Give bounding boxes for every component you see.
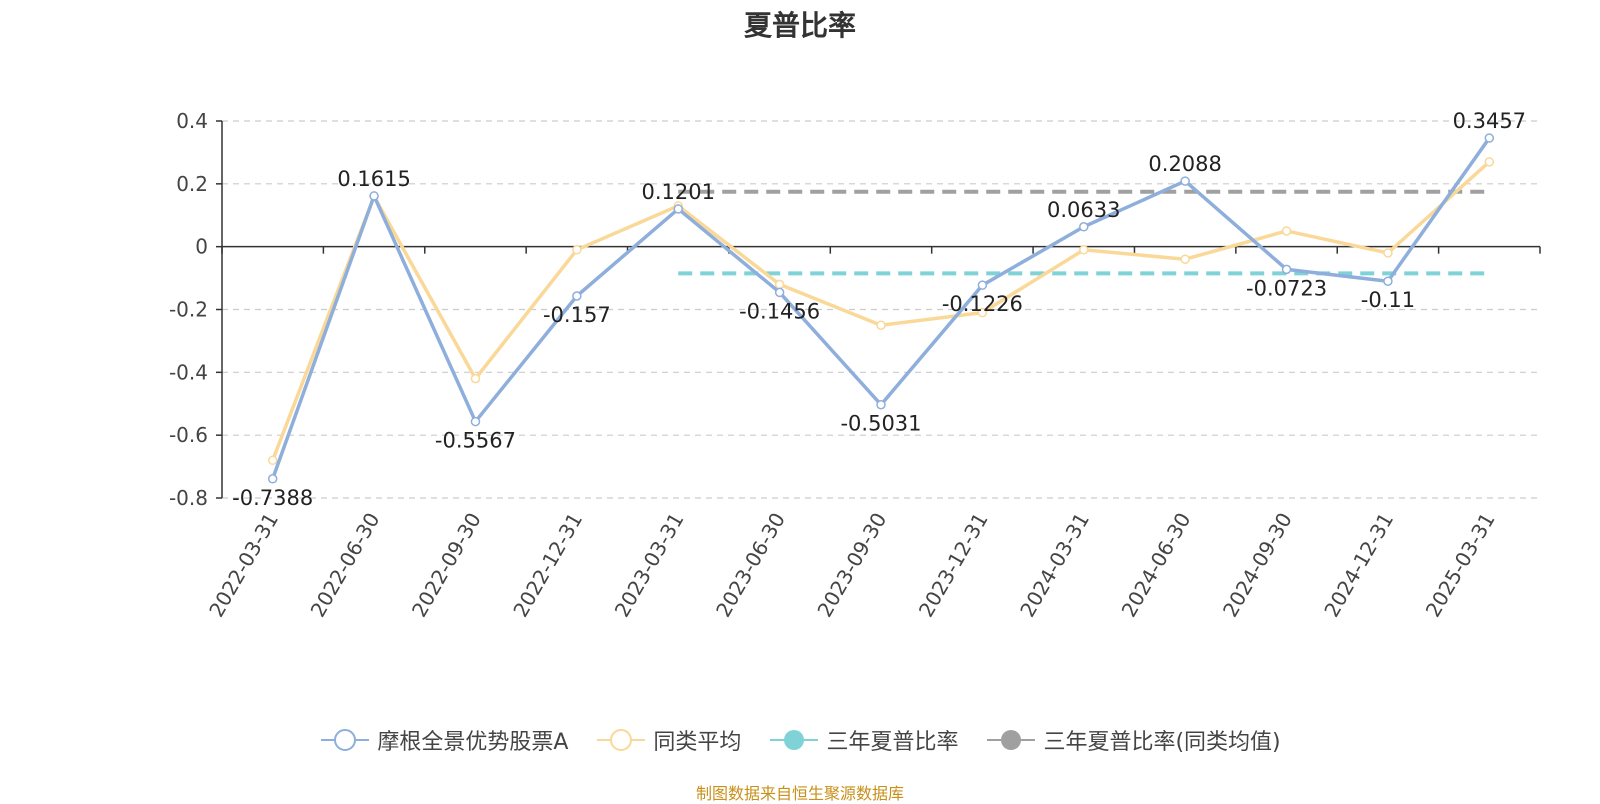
x-tick-label: 2022-12-31 bbox=[508, 509, 587, 622]
legend-label-category-avg: 同类平均 bbox=[653, 730, 742, 755]
x-tick-label: 2024-03-31 bbox=[1015, 509, 1094, 622]
x-tick-label: 2022-06-30 bbox=[306, 509, 385, 622]
data-point-category-avg bbox=[977, 307, 988, 318]
data-point-fund bbox=[470, 416, 481, 427]
y-tick-label: -0.2 bbox=[169, 298, 208, 322]
data-point-category-avg bbox=[572, 245, 582, 255]
legend-label-3y-sharpe: 三年夏普比率 bbox=[826, 730, 959, 755]
data-point-fund bbox=[673, 204, 683, 214]
data-point-category-avg bbox=[1281, 226, 1292, 236]
x-tick-label: 2023-09-30 bbox=[812, 509, 891, 622]
y-tick-label: 0.2 bbox=[176, 172, 208, 196]
data-label-fund: -0.1226 bbox=[942, 292, 1023, 316]
y-tick-label: 0 bbox=[195, 235, 208, 259]
data-label-fund: -0.1456 bbox=[739, 299, 820, 323]
x-tick-label: 2024-09-30 bbox=[1218, 509, 1297, 622]
legend-marker-3y-sharpe-avg bbox=[987, 730, 1036, 750]
data-point-fund bbox=[774, 287, 785, 298]
data-point-fund bbox=[1079, 222, 1089, 232]
legend-marker-category-avg bbox=[597, 729, 646, 751]
x-tick-label: 2022-09-30 bbox=[407, 509, 486, 622]
data-point-category-avg bbox=[774, 279, 785, 290]
legend-item-fund[interactable]: 摩根全景优势股票A bbox=[319, 724, 568, 756]
data-point-fund bbox=[977, 280, 988, 290]
legend-label-3y-sharpe-avg: 三年夏普比率(同类均值) bbox=[1043, 730, 1281, 755]
data-point-category-avg bbox=[267, 455, 278, 466]
legend-marker-3y-sharpe bbox=[770, 730, 819, 750]
y-tick-label: 0.4 bbox=[176, 109, 208, 133]
data-point-fund bbox=[369, 191, 379, 201]
legend-item-3y-sharpe[interactable]: 三年夏普比率 bbox=[768, 724, 958, 756]
data-label-fund: 0.3457 bbox=[1453, 109, 1526, 133]
y-tick-label: -0.4 bbox=[169, 360, 208, 384]
legend: 摩根全景优势股票A 同类平均 三年夏普比率 三年夏普比率(同类均值) bbox=[0, 724, 1600, 756]
data-label-fund: -0.5567 bbox=[435, 429, 516, 453]
data-point-category-avg bbox=[1180, 254, 1190, 264]
data-label-fund: -0.7388 bbox=[232, 486, 313, 510]
data-point-fund bbox=[1484, 133, 1495, 143]
data-label-fund: -0.5031 bbox=[840, 412, 921, 436]
x-tick-label: 2024-12-31 bbox=[1319, 509, 1398, 622]
data-point-fund bbox=[267, 474, 278, 484]
legend-label-fund: 摩根全景优势股票A bbox=[377, 730, 569, 755]
x-tick-label: 2023-03-31 bbox=[610, 509, 689, 622]
data-point-category-avg bbox=[1079, 245, 1089, 255]
x-tick-label: 2024-06-30 bbox=[1117, 509, 1196, 622]
data-point-category-avg bbox=[470, 373, 481, 384]
data-point-category-avg bbox=[876, 320, 886, 330]
legend-item-3y-sharpe-avg[interactable]: 三年夏普比率(同类均值) bbox=[985, 724, 1281, 756]
data-point-fund bbox=[1383, 276, 1393, 286]
source-note: 制图数据来自恒生聚源数据库 bbox=[695, 784, 904, 803]
data-label-fund: 0.2088 bbox=[1148, 152, 1221, 176]
data-label-fund: -0.11 bbox=[1361, 288, 1415, 312]
chart-title: 夏普比率 bbox=[743, 9, 856, 42]
data-point-fund bbox=[1281, 264, 1292, 275]
y-tick-label: -0.6 bbox=[169, 423, 208, 447]
data-point-category-avg bbox=[1484, 157, 1495, 167]
x-tick-label: 2023-12-31 bbox=[914, 509, 993, 622]
data-point-fund bbox=[876, 399, 886, 410]
x-tick-label: 2022-03-31 bbox=[204, 509, 283, 622]
data-label-fund: 0.1615 bbox=[337, 167, 410, 191]
data-point-category-avg bbox=[1383, 248, 1393, 258]
legend-marker-fund bbox=[321, 729, 370, 751]
x-tick-label: 2023-06-30 bbox=[711, 509, 790, 622]
y-tick-label: -0.8 bbox=[169, 486, 208, 510]
data-point-fund bbox=[572, 291, 582, 301]
data-point-fund bbox=[1180, 176, 1190, 186]
data-label-fund: 0.1201 bbox=[641, 180, 714, 204]
data-label-fund: -0.157 bbox=[543, 303, 611, 327]
x-tick-label: 2025-03-31 bbox=[1421, 509, 1500, 622]
data-label-fund: -0.0723 bbox=[1246, 276, 1327, 300]
legend-item-category-avg[interactable]: 同类平均 bbox=[595, 724, 741, 756]
data-label-fund: 0.0633 bbox=[1047, 198, 1120, 222]
